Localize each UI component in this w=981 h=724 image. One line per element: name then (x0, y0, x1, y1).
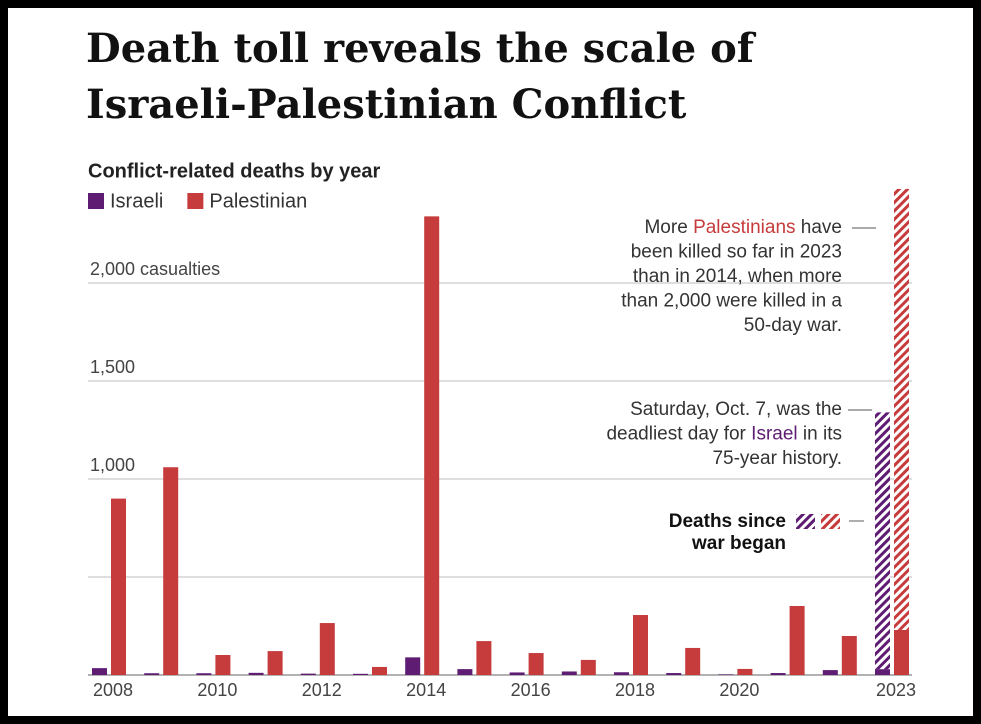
bar (666, 673, 682, 675)
legend-swatch (88, 193, 104, 209)
annotation: 75-year history. (712, 448, 842, 469)
bar (737, 668, 753, 675)
annotation: than 2,000 were killed in a (621, 291, 842, 312)
bar (789, 606, 805, 675)
bar (685, 647, 701, 675)
bar (372, 666, 387, 675)
bar (528, 653, 544, 675)
y-tick-label: 2,000 casualties (90, 259, 220, 279)
x-tick-label: 2020 (719, 680, 759, 700)
annotation-part: in its (798, 424, 842, 445)
y-tick-label: 1,000 (90, 455, 135, 475)
chart-subtitle: Conflict-related deaths by year (88, 160, 381, 182)
war-bar (894, 188, 909, 630)
bar (144, 673, 160, 675)
war-legend-label: Deaths since (669, 511, 786, 532)
bar (718, 674, 734, 675)
war-legend-swatch (821, 514, 840, 529)
plot-area: Israeli Palestinian 1,000 1,500 2,000 casual… (88, 188, 916, 700)
annotation-part: have (796, 217, 842, 238)
x-tick-label: 2016 (511, 680, 551, 700)
x-tick-label: 2010 (197, 680, 237, 700)
annotation: More Palestinians have (644, 217, 842, 238)
annotation: Saturday, Oct. 7, was the (630, 399, 842, 420)
bar (319, 623, 335, 675)
bar (300, 673, 316, 675)
bar (457, 669, 473, 675)
war-bar (875, 412, 890, 670)
bar (822, 670, 838, 675)
bar (92, 668, 107, 675)
annotation-highlight: Palestinians (693, 217, 795, 238)
x-tick-label: 2014 (406, 680, 446, 700)
legend-swatch (187, 193, 204, 209)
bar (424, 216, 440, 676)
legend-label: Palestinian (209, 190, 307, 212)
bar (215, 655, 231, 675)
y-tick-label: 1,500 (90, 357, 135, 377)
annotation-part: deadliest day for (606, 424, 751, 445)
bar (509, 672, 525, 675)
bar (163, 467, 179, 675)
bar (405, 657, 421, 675)
war-legend-label: war began (691, 533, 786, 554)
bar (841, 635, 857, 675)
bar (875, 669, 890, 675)
annotation: than in 2014, when more (633, 266, 842, 287)
bar (111, 498, 126, 675)
bar (894, 629, 909, 675)
bar (561, 671, 577, 675)
war-legend-swatch (796, 514, 815, 529)
bar (770, 673, 786, 675)
annotation: deadliest day for Israel in its (606, 424, 842, 445)
annotation: been killed so far in 2023 (631, 242, 842, 263)
bar (580, 659, 596, 675)
bar (614, 672, 629, 675)
bar (633, 615, 648, 675)
annotation-highlight: Israel (751, 424, 797, 445)
legend-label: Israeli (110, 190, 163, 212)
bar (267, 651, 283, 675)
bar (248, 672, 264, 675)
x-tick-label: 2023 (876, 680, 916, 700)
chart-title: Death toll reveals the scale of (86, 25, 757, 72)
bar (196, 673, 212, 675)
chart-title: Israeli-Palestinian Conflict (86, 81, 687, 128)
x-tick-label: 2018 (615, 680, 655, 700)
annotation-part: More (644, 217, 693, 238)
bar (353, 673, 368, 675)
x-tick-label: 2008 (93, 680, 133, 700)
x-tick-label: 2012 (302, 680, 342, 700)
bar (476, 641, 492, 675)
annotation: 50-day war. (744, 315, 842, 336)
